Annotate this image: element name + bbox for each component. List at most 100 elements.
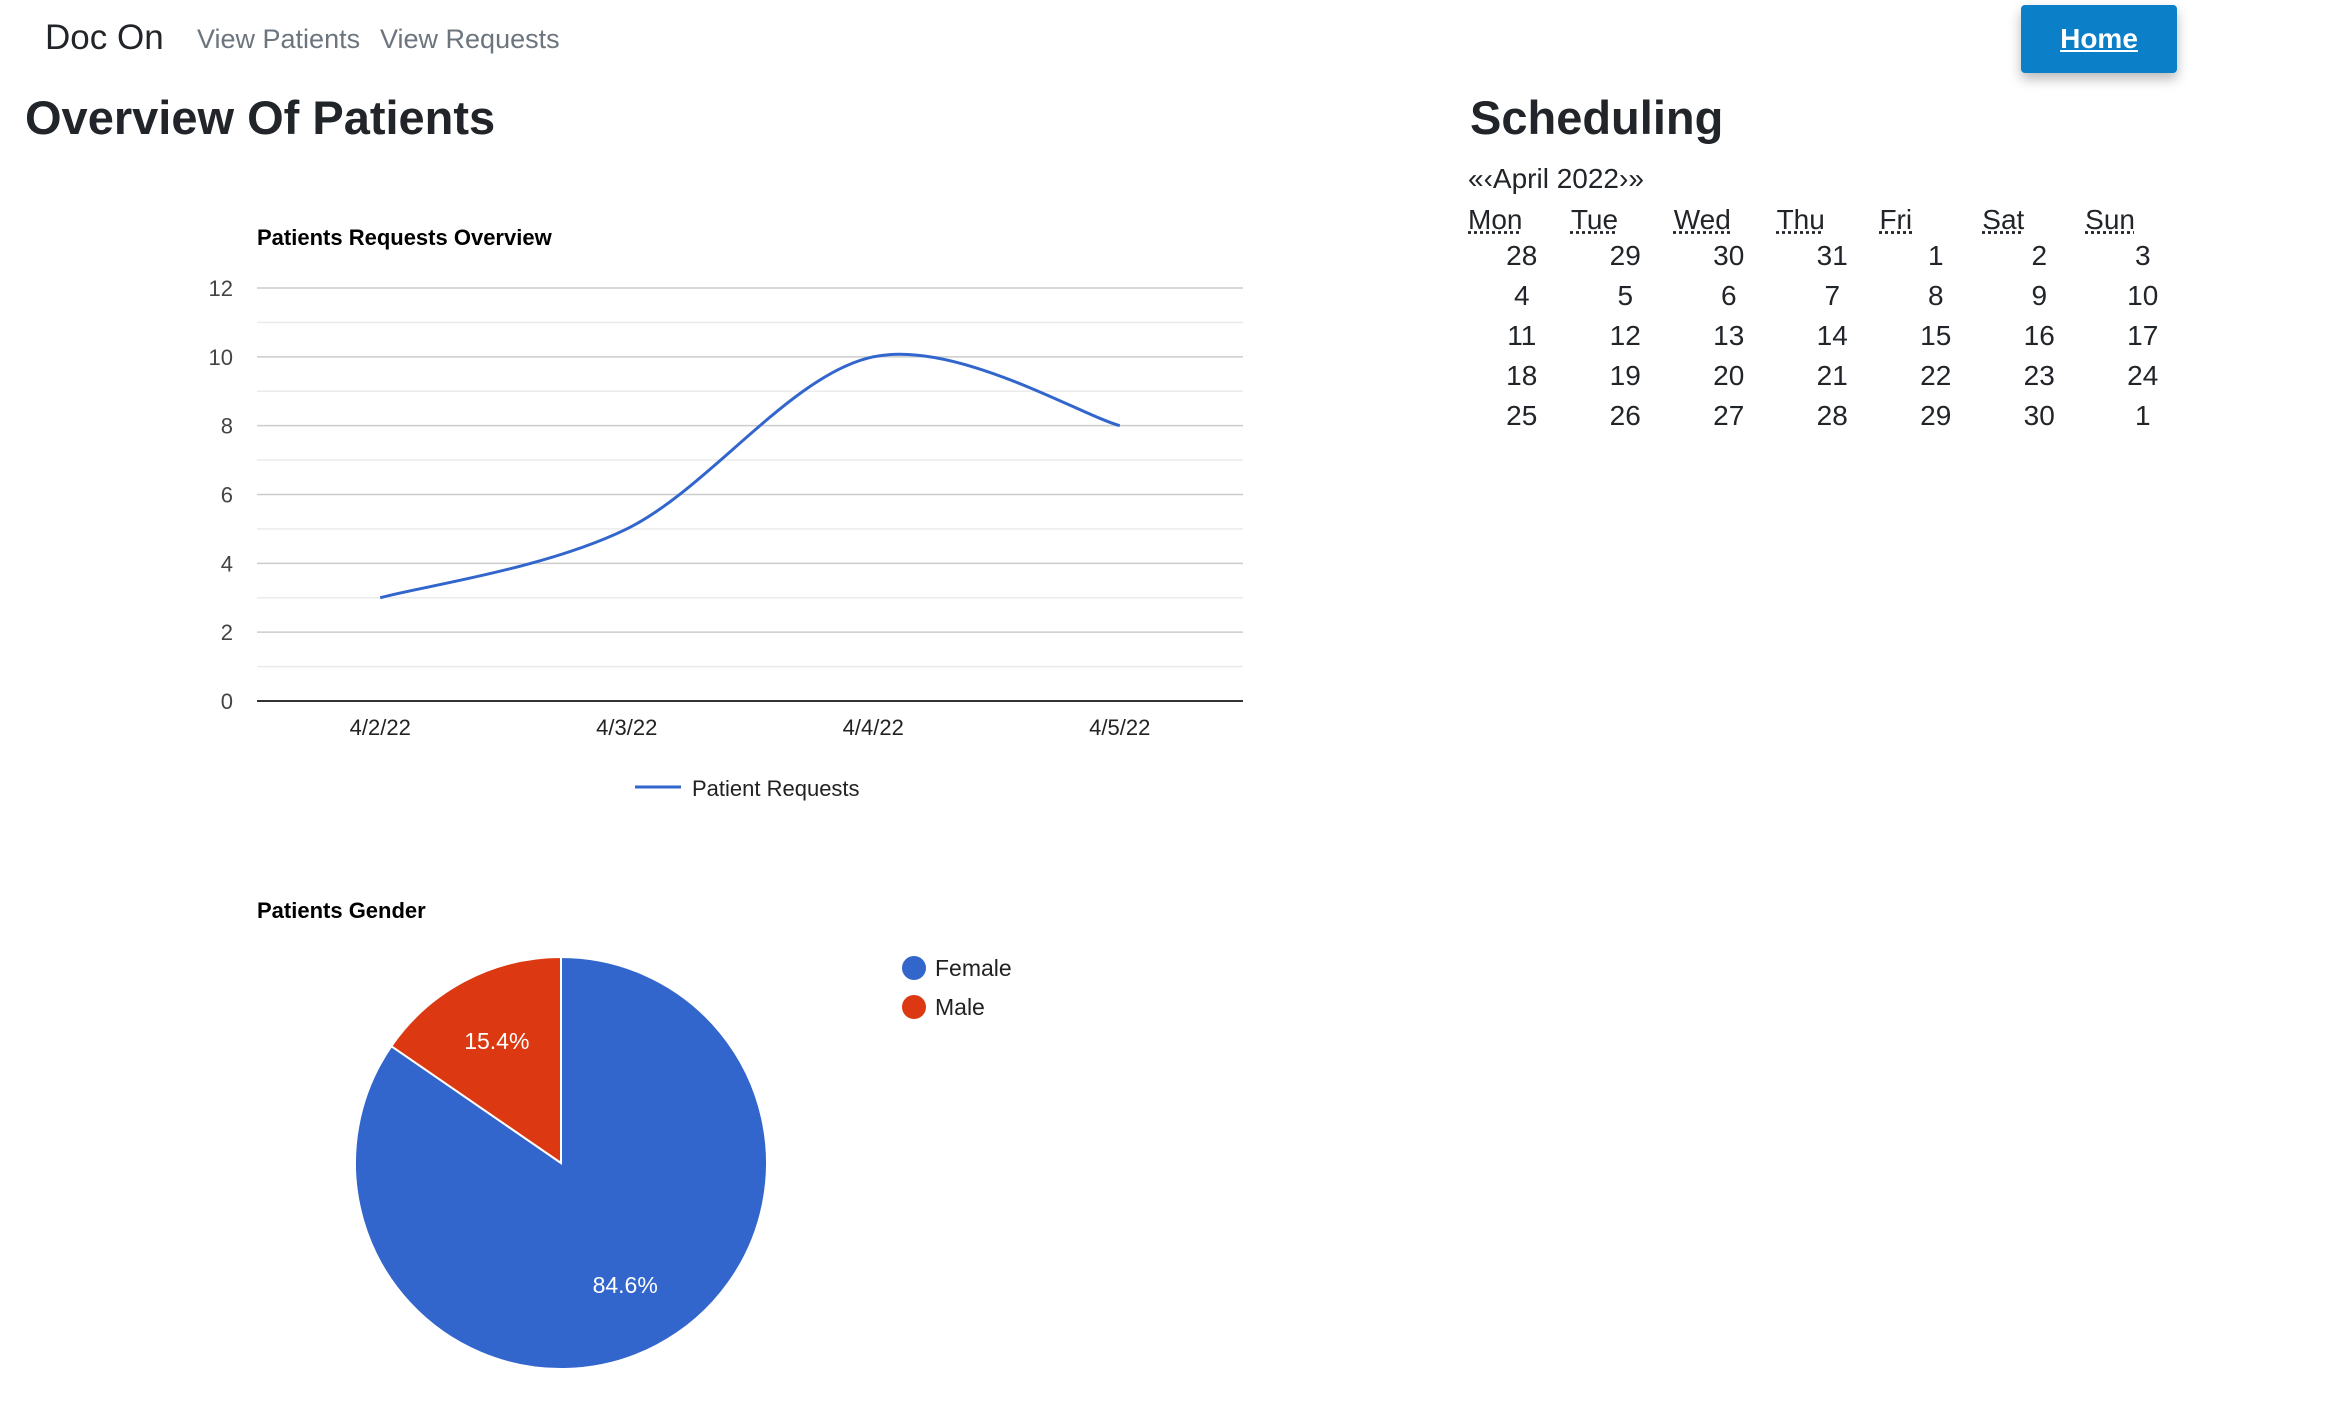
calendar-day[interactable]: 5 <box>1572 276 1676 316</box>
calendar-week: 25 26 27 28 29 30 1 <box>1468 396 2188 436</box>
scheduling-title: Scheduling <box>1470 91 1724 144</box>
nav-view-patients[interactable]: View Patients <box>197 24 361 54</box>
nav-view-requests[interactable]: View Requests <box>380 24 560 54</box>
x-tick-label: 4/5/22 <box>1089 715 1150 740</box>
weekday-sat: Sat <box>1982 204 2025 235</box>
calendar-day[interactable]: 7 <box>1779 276 1883 316</box>
calendar-day-label: 27 <box>1713 400 1745 431</box>
legend-swatch-male <box>902 995 926 1019</box>
navbar: Doc On View Patients View Requests Home <box>0 0 2349 80</box>
calendar-day[interactable]: 9 <box>1986 276 2090 316</box>
calendar-day[interactable]: 24 <box>2089 356 2193 396</box>
y-tick-label: 2 <box>221 620 233 645</box>
calendar-day[interactable]: 22 <box>1882 356 1986 396</box>
calendar-day[interactable]: 11 <box>1468 316 1572 356</box>
next-month-button[interactable]: › <box>1619 163 1629 194</box>
calendar-day[interactable]: 26 <box>1572 396 1676 436</box>
calendar-day-label: 30 <box>1713 240 1745 271</box>
calendar-day-label: 6 <box>1720 280 1737 311</box>
brand-link[interactable]: Doc On <box>45 18 164 57</box>
pie-slice-male <box>389 955 562 1165</box>
weekday-tue: Tue <box>1570 204 1619 235</box>
calendar-day[interactable]: 8 <box>1882 276 1986 316</box>
calendar-day[interactable]: 30 <box>1986 396 2090 436</box>
line-chart-y-axis: 0 2 4 6 8 10 12 <box>209 276 233 714</box>
calendar-day-label: 4 <box>1513 280 1530 311</box>
calendar-day[interactable]: 23 <box>1986 356 2090 396</box>
legend-label-female: Female <box>935 955 1012 981</box>
calendar-day[interactable]: 1 <box>2089 396 2193 436</box>
calendar-day-label: 19 <box>1609 360 1641 391</box>
pie-chart-title: Patients Gender <box>257 898 426 923</box>
calendar-day[interactable]: 27 <box>1675 396 1779 436</box>
calendar-day-label: 1 <box>2134 400 2151 431</box>
line-chart: Patients Requests Overview 0 2 4 6 8 10 12 4/2… <box>209 225 1243 801</box>
calendar-day[interactable]: 29 <box>1882 396 1986 436</box>
calendar-day-label: 13 <box>1713 320 1745 351</box>
next-year-button[interactable]: » <box>1628 163 1644 194</box>
calendar-month-label[interactable]: April 2022 <box>1492 163 1619 194</box>
calendar-day[interactable]: 20 <box>1675 356 1779 396</box>
calendar-day-label: 5 <box>1617 280 1634 311</box>
calendar-day-label: 2 <box>2031 240 2048 271</box>
calendar-day[interactable]: 14 <box>1779 316 1883 356</box>
x-tick-label: 4/3/22 <box>596 715 657 740</box>
calendar-day-label: 7 <box>1824 280 1841 311</box>
home-button[interactable]: Home <box>2021 5 2177 73</box>
calendar-day[interactable]: 30 <box>1675 236 1779 276</box>
calendar-day-label: 23 <box>2023 360 2055 391</box>
calendar-day[interactable]: 17 <box>2089 316 2193 356</box>
calendar-day-label: 10 <box>2127 280 2159 311</box>
calendar-week: 18 19 20 21 22 23 24 <box>1468 356 2188 396</box>
calendar-day[interactable]: 3 <box>2089 236 2193 276</box>
legend-swatch-female <box>902 956 926 980</box>
line-chart-x-axis: 4/2/22 4/3/22 4/4/22 4/5/22 <box>350 715 1151 740</box>
y-tick-label: 12 <box>209 276 233 301</box>
calendar: «‹April 2022›» Mon Tue Wed Thu Fri Sat S… <box>1468 160 2188 436</box>
calendar-day[interactable]: 4 <box>1468 276 1572 316</box>
calendar-day[interactable]: 18 <box>1468 356 1572 396</box>
calendar-day[interactable]: 1 <box>1882 236 1986 276</box>
calendar-days: 28 29 30 31 1 2 3 4 5 6 7 8 9 10 11 12 13 14 15 16 17 18 19 20 2… <box>1468 236 2188 436</box>
calendar-day[interactable]: 2 <box>1986 236 2090 276</box>
calendar-weekday-header: Mon Tue Wed Thu Fri Sat Sun <box>1468 204 2188 236</box>
calendar-day[interactable]: 13 <box>1675 316 1779 356</box>
weekday-sun: Sun <box>2085 204 2135 235</box>
weekday-thu: Thu <box>1776 204 1825 235</box>
weekday-wed: Wed <box>1673 204 1731 235</box>
calendar-day[interactable]: 10 <box>2089 276 2193 316</box>
weekday-fri: Fri <box>1879 204 1913 235</box>
calendar-day-label: 18 <box>1506 360 1538 391</box>
line-chart-title: Patients Requests Overview <box>257 225 553 250</box>
calendar-day-label: 12 <box>1609 320 1641 351</box>
calendar-day-label: 21 <box>1816 360 1848 391</box>
calendar-day-label: 28 <box>1506 240 1538 271</box>
y-tick-label: 10 <box>209 345 233 370</box>
calendar-day-label: 22 <box>1920 360 1952 391</box>
prev-year-button[interactable]: « <box>1468 163 1484 194</box>
prev-month-button[interactable]: ‹ <box>1483 163 1493 194</box>
pie-slices: 84.6% 15.4% <box>354 955 768 1370</box>
calendar-day[interactable]: 29 <box>1572 236 1676 276</box>
y-tick-label: 0 <box>221 689 233 714</box>
series-line-patient-requests <box>379 352 1121 600</box>
calendar-day-label: 15 <box>1920 320 1952 351</box>
calendar-day[interactable]: 15 <box>1882 316 1986 356</box>
calendar-day[interactable]: 28 <box>1468 236 1572 276</box>
calendar-day[interactable]: 25 <box>1468 396 1572 436</box>
calendar-day[interactable]: 6 <box>1675 276 1779 316</box>
y-tick-label: 6 <box>221 483 233 508</box>
pie-slice-label: 84.6% <box>593 1272 658 1298</box>
calendar-week: 11 12 13 14 15 16 17 <box>1468 316 2188 356</box>
calendar-day[interactable]: 21 <box>1779 356 1883 396</box>
calendar-day[interactable]: 12 <box>1572 316 1676 356</box>
calendar-day-label: 20 <box>1713 360 1745 391</box>
y-tick-label: 4 <box>221 551 233 576</box>
x-tick-label: 4/4/22 <box>843 715 904 740</box>
calendar-day[interactable]: 16 <box>1986 316 2090 356</box>
calendar-day[interactable]: 19 <box>1572 356 1676 396</box>
x-tick-label: 4/2/22 <box>350 715 411 740</box>
calendar-day-label: 25 <box>1506 400 1538 431</box>
calendar-day[interactable]: 28 <box>1779 396 1883 436</box>
calendar-day[interactable]: 31 <box>1779 236 1883 276</box>
